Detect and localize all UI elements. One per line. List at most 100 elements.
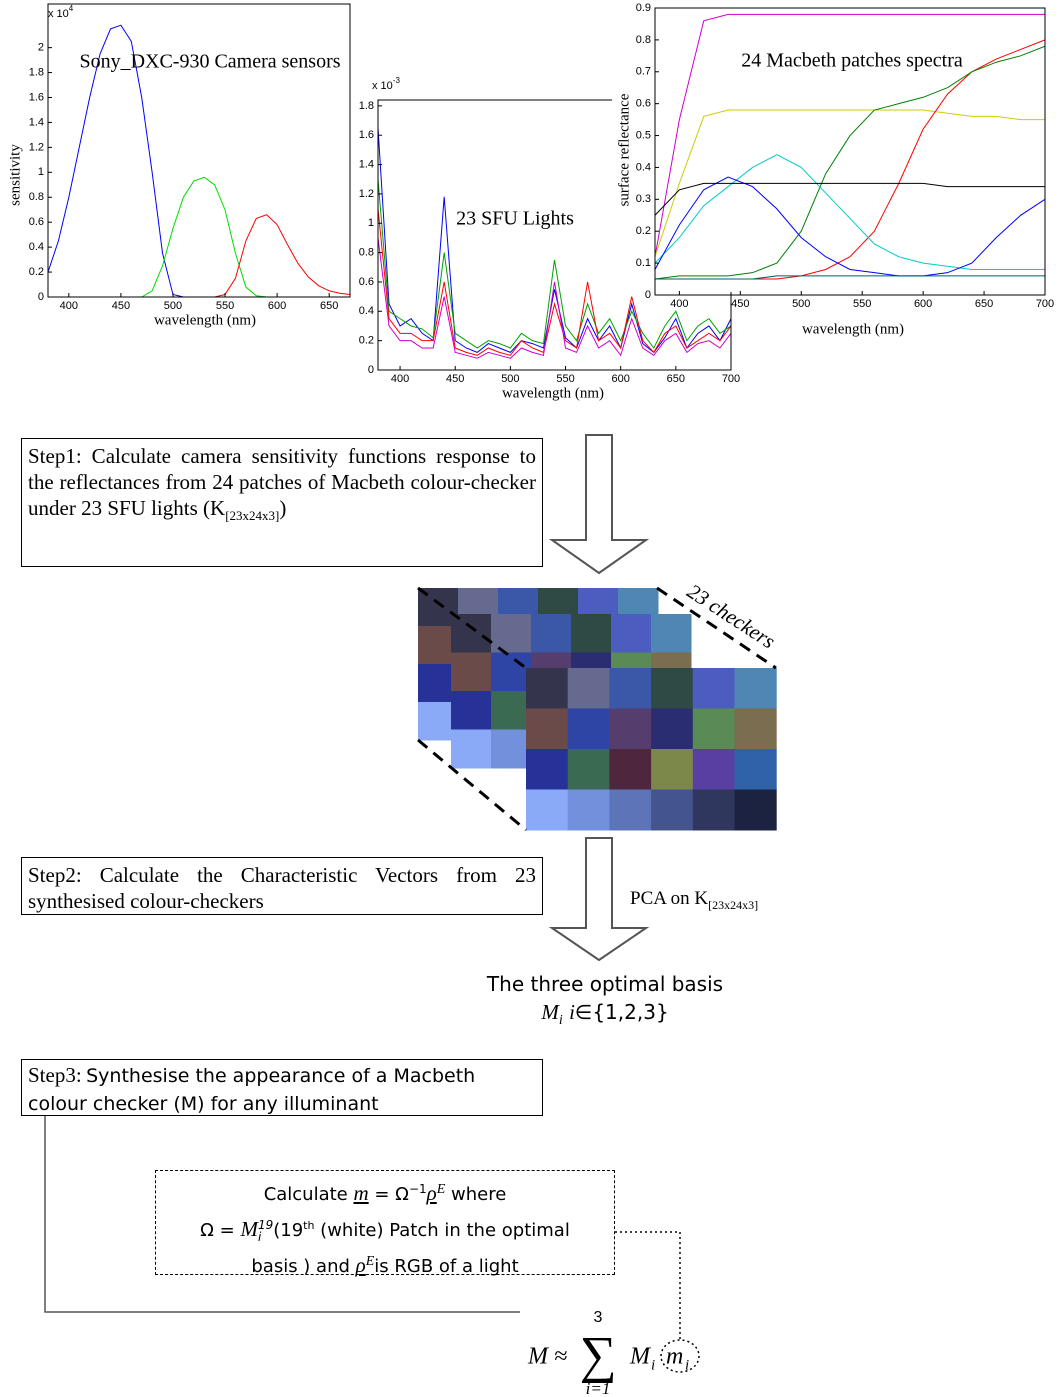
basis-set: ∈{1,2,3}	[575, 1000, 669, 1024]
calc-text: = Ω	[369, 1184, 409, 1205]
calc-scripts: 19i	[258, 1219, 273, 1243]
y-tick-label: 0.7	[636, 66, 651, 78]
x-tick-label: 450	[446, 373, 464, 385]
pca-label: PCA on K[23x24x3]	[630, 888, 758, 913]
y-tick-label: 0.9	[636, 2, 651, 14]
x-tick-label: 700	[722, 373, 740, 385]
checker-patch	[693, 668, 735, 709]
pca-subscript: [23x24x3]	[708, 898, 758, 912]
checker-patch	[451, 614, 492, 653]
x-tick-label: 450	[731, 298, 749, 310]
step3-text: Synthesise the appearance of a Macbeth c…	[28, 1065, 475, 1115]
checker-patch	[491, 691, 532, 730]
checker-patch	[609, 709, 651, 750]
checker-patch	[491, 653, 532, 692]
y-axis-label: sensitivity	[7, 144, 23, 206]
checker-patch	[451, 691, 492, 730]
calc-sup: E	[437, 1182, 446, 1197]
y-scale-base: x 10	[372, 80, 393, 92]
x-tick-label: 650	[975, 298, 993, 310]
basis: The three optimal basis Mi i∈{1,2,3}	[455, 970, 755, 1035]
y-tick-label: 0.8	[636, 34, 651, 46]
checker-patch	[451, 653, 492, 692]
y-tick-label: 1	[38, 166, 44, 178]
x-tick-label: 400	[391, 373, 409, 385]
chart-title: 24 Macbeth patches spectra	[741, 50, 963, 72]
y-tick-label: 0.2	[636, 225, 651, 237]
checker-patch	[651, 614, 692, 653]
formula-sum: ∑	[579, 1327, 616, 1384]
calc-text: (19	[273, 1220, 303, 1241]
formula-lhs: M ≈	[527, 1344, 567, 1370]
checker-patch	[571, 614, 612, 653]
dotted-connector	[615, 1232, 680, 1340]
y-tick-label: 1.4	[29, 116, 44, 128]
checker-patch	[735, 749, 777, 790]
checker-patch	[735, 790, 777, 831]
checker-patch	[693, 790, 735, 831]
checker-patch	[491, 614, 532, 653]
calc-line: Calculate m = Ω−1ρE where	[156, 1174, 614, 1210]
y-tick-label: 1.6	[359, 129, 374, 141]
x-tick-label: 500	[164, 300, 182, 312]
y-tick-label: 0.6	[29, 216, 44, 228]
x-axis-label: wavelength (nm)	[802, 321, 904, 337]
y-tick-label: 1.6	[29, 91, 44, 103]
x-tick-label: 400	[60, 300, 78, 312]
checker-patch	[651, 668, 693, 709]
formula-lower: i=1	[586, 1379, 611, 1397]
calc-rho: ρ	[427, 1181, 437, 1205]
formula-m: M	[629, 1344, 652, 1370]
formula-w: m	[666, 1344, 683, 1370]
arrow	[552, 435, 646, 573]
step2-box: Step2: Calculate the Characteristic Vect…	[21, 857, 543, 915]
checker-patch	[651, 790, 693, 831]
x-tick-label: 550	[556, 373, 574, 385]
step1-box: Step1: Calculate camera sensitivity func…	[21, 438, 543, 567]
y-tick-label: 1.8	[29, 66, 44, 78]
calc-m: m	[353, 1181, 368, 1205]
y-tick-label: 0.2	[29, 266, 44, 278]
y-tick-label: 0	[368, 364, 374, 376]
checker-patch	[693, 709, 735, 750]
x-tick-label: 400	[670, 298, 688, 310]
checker-patch	[609, 749, 651, 790]
x-tick-label: 450	[112, 300, 130, 312]
checker-patch	[651, 709, 693, 750]
checker-patch	[651, 749, 693, 790]
checker-patch	[526, 709, 568, 750]
y-tick-label: 1.2	[359, 188, 374, 200]
x-tick-label: 550	[216, 300, 234, 312]
checker-patch	[451, 730, 492, 769]
y-tick-label: 0.8	[359, 247, 374, 259]
y-tick-label: 0	[645, 289, 651, 301]
checker-patch	[568, 749, 610, 790]
formula-m-sub: i	[651, 1357, 655, 1373]
chart-title: 23 SFU Lights	[456, 208, 574, 230]
y-tick-label: 2	[38, 42, 44, 54]
basis-line1: The three optimal basis	[455, 970, 755, 998]
calc-text: (white) Patch in the optimal	[314, 1220, 569, 1241]
x-tick-label: 650	[667, 373, 685, 385]
calc-line: basis ) and ρEis RGB of a light	[156, 1246, 614, 1282]
checker-patch	[568, 790, 610, 831]
calc-rho: ρ	[356, 1253, 366, 1277]
step3-label: Step3:	[28, 1063, 82, 1087]
formula: M ≈ ∑ 3 i=1 M i m i	[527, 1309, 699, 1397]
basis-m: M	[541, 1000, 559, 1024]
y-tick-label: 1.2	[29, 141, 44, 153]
y-tick-label: 0.3	[636, 193, 651, 205]
calc-text: is RGB of a light	[374, 1256, 518, 1277]
x-tick-label: 600	[268, 300, 286, 312]
x-tick-label: 600	[914, 298, 932, 310]
checker-patch	[491, 730, 532, 769]
chart: 40045050055060065000.20.40.60.811.21.41.…	[7, 4, 350, 328]
y-tick-label: 1.4	[359, 158, 374, 170]
y-tick-label: 0.4	[29, 241, 44, 253]
y-tick-label: 0.8	[29, 191, 44, 203]
x-tick-label: 500	[501, 373, 519, 385]
formula-upper: 3	[594, 1309, 603, 1326]
calc-text: where	[445, 1184, 506, 1205]
x-axis-label: wavelength (nm)	[154, 312, 256, 328]
